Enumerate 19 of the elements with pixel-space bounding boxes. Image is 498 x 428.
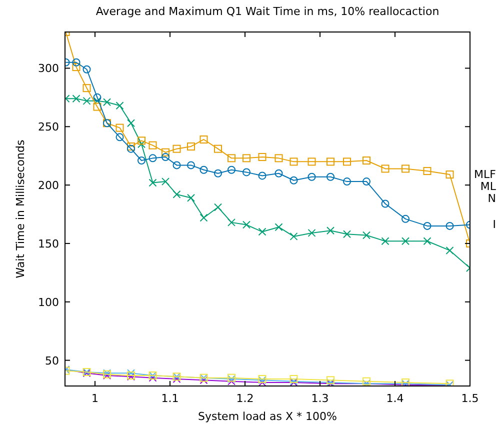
x-tick-label: 1 [92, 392, 98, 405]
y-tick-label: 150 [38, 237, 59, 250]
y-tick-label: 50 [45, 354, 59, 368]
x-tick-label: 1.5 [461, 392, 479, 405]
text: ML [480, 180, 497, 193]
x-tick-label: 1.3 [311, 392, 329, 405]
y-axis-title: Wait Time in Milliseconds [14, 140, 27, 278]
x-tick-label: 1.2 [236, 392, 254, 405]
x-tick-label: 1.1 [161, 392, 179, 405]
text: N [488, 192, 496, 205]
y-tick-label: 250 [38, 120, 59, 134]
x-tick-label: 1.4 [386, 392, 404, 405]
y-tick-label: 300 [38, 62, 59, 76]
text: MLF [474, 168, 496, 181]
y-tick-label: 200 [38, 179, 59, 192]
y-tick-label: 100 [38, 296, 59, 309]
x-axis-title: System load as X * 100% [198, 410, 337, 423]
text: I [492, 218, 496, 231]
chart-title: Average and Maximum Q1 Wait Time in ms, 10% reallocaction [96, 5, 440, 18]
